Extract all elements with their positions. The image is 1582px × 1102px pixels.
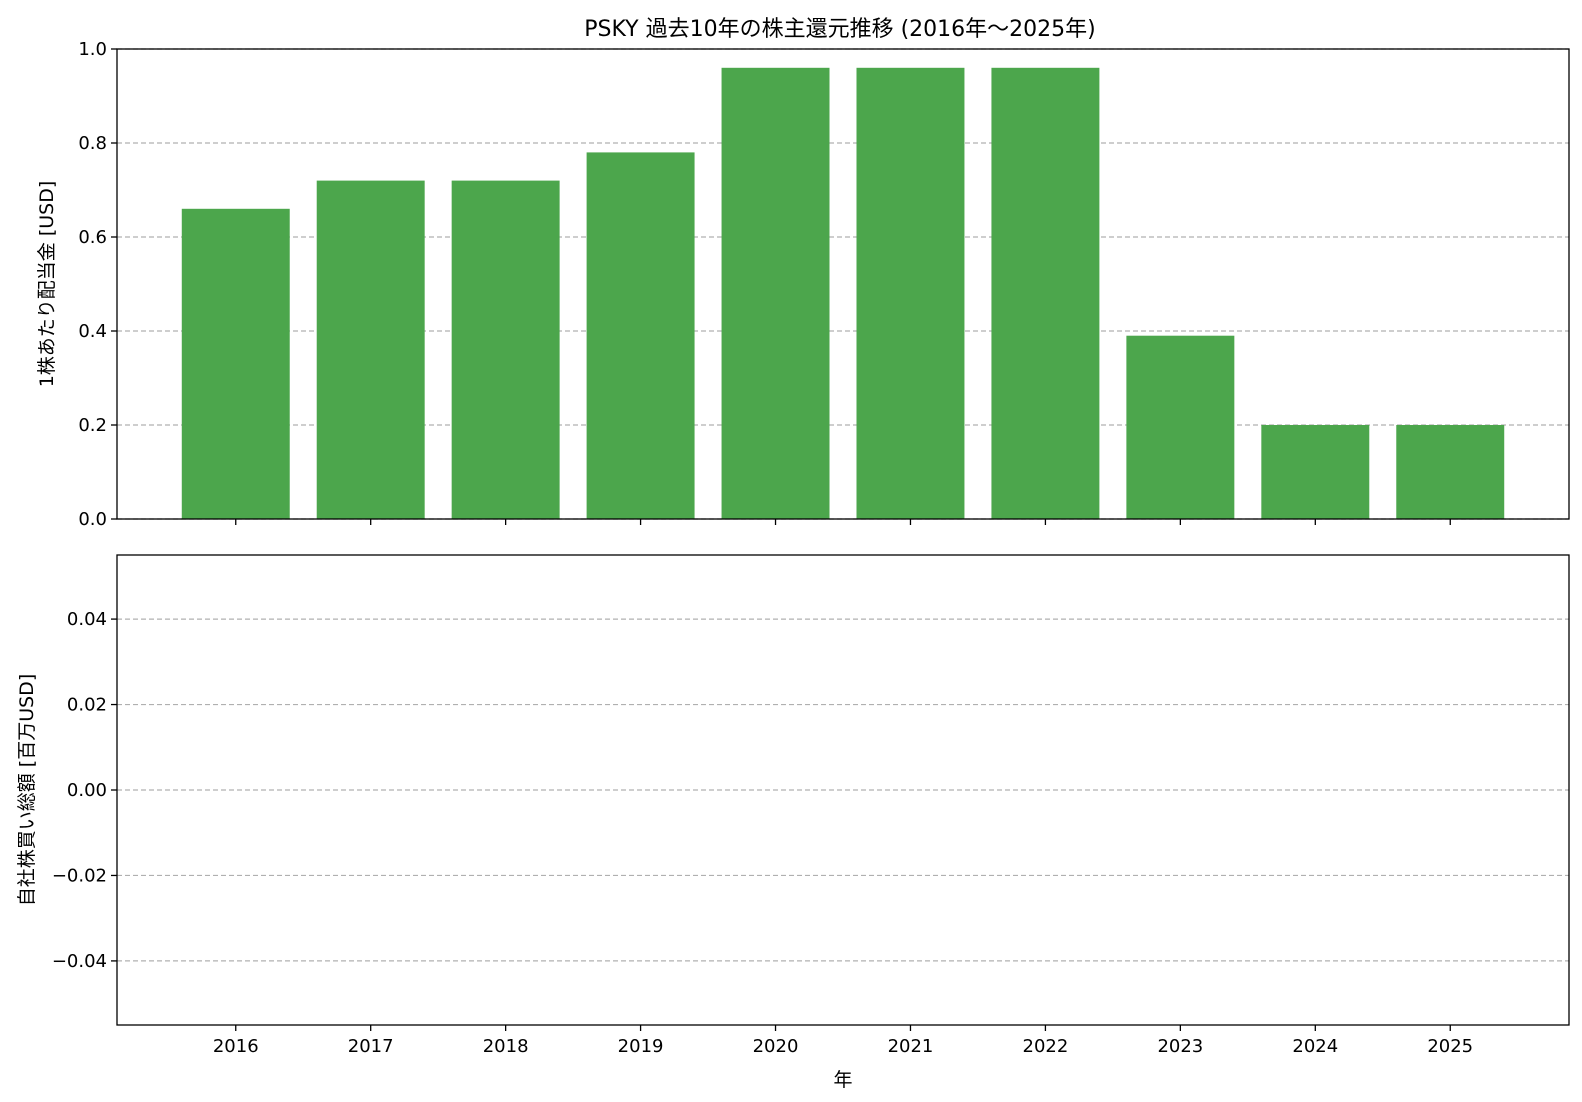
dividend-chart: PSKY 過去10年の株主還元推移 (2016年～2025年) 0.00.20.… bbox=[36, 17, 1570, 530]
x-tick-label-2020: 2020 bbox=[753, 1036, 799, 1057]
top-x-ticks bbox=[235, 519, 1451, 525]
y-tick-label: 0.0 bbox=[78, 509, 107, 530]
x-tick-label-2019: 2019 bbox=[618, 1036, 664, 1057]
bar-2024 bbox=[1261, 425, 1370, 519]
bottom-gridlines bbox=[117, 618, 1569, 962]
bar-2023 bbox=[1126, 335, 1235, 519]
x-tick-label-2025: 2025 bbox=[1427, 1036, 1473, 1057]
x-tick-label-2016: 2016 bbox=[213, 1036, 259, 1057]
y-tick-label: 0.02 bbox=[67, 695, 107, 716]
bar-2021 bbox=[856, 67, 965, 520]
bar-2020 bbox=[721, 67, 830, 520]
bottom-y-ticks: −0.04 −0.02 0.00 0.02 0.04 bbox=[52, 609, 117, 972]
y-tick-label: 0.04 bbox=[67, 609, 107, 630]
bar-2019 bbox=[586, 152, 695, 519]
y-tick-label: 0.4 bbox=[78, 321, 107, 342]
top-y-ticks: 0.0 0.2 0.4 0.6 0.8 1.0 bbox=[78, 39, 117, 530]
y-tick-label: 0.6 bbox=[78, 227, 107, 248]
buyback-chart: −0.04−0.020.000.020.04 2016 2017 2018 2019 2… bbox=[16, 554, 1570, 1091]
y-tick-label: −0.04 bbox=[52, 951, 107, 972]
x-tick-label-2023: 2023 bbox=[1157, 1036, 1203, 1057]
y-tick-label: 0.00 bbox=[67, 780, 107, 801]
x-axis-label: 年 bbox=[833, 1069, 852, 1091]
bar-2016 bbox=[181, 208, 290, 520]
y-tick-label: 1.0 bbox=[78, 39, 107, 60]
bar-2022 bbox=[991, 67, 1100, 520]
y-tick-label: 0.2 bbox=[78, 415, 107, 436]
x-tick-label-2021: 2021 bbox=[888, 1036, 934, 1057]
bottom-x-ticks: 2016 2017 2018 2019 2020 2021 2022 2023 2024 2025 bbox=[213, 1025, 1473, 1057]
x-tick-label-2024: 2024 bbox=[1292, 1036, 1338, 1057]
x-tick-label-2017: 2017 bbox=[348, 1036, 394, 1057]
bar-2018 bbox=[451, 180, 560, 519]
x-tick-label-2022: 2022 bbox=[1023, 1036, 1069, 1057]
bar-2025 bbox=[1396, 425, 1505, 519]
chart-title: PSKY 過去10年の株主還元推移 (2016年～2025年) bbox=[584, 17, 1095, 42]
bottom-y-axis-label: 自社株買い総額 [百万USD] bbox=[16, 674, 38, 906]
top-y-axis-label: 1株あたり配当金 [USD] bbox=[36, 181, 58, 388]
bar-2017 bbox=[316, 180, 425, 519]
y-tick-label: −0.02 bbox=[52, 865, 107, 886]
top-plot-frame bbox=[116, 48, 1570, 520]
y-tick-label: 0.8 bbox=[78, 133, 107, 154]
x-tick-label-2018: 2018 bbox=[483, 1036, 529, 1057]
top-bars bbox=[181, 67, 1505, 520]
